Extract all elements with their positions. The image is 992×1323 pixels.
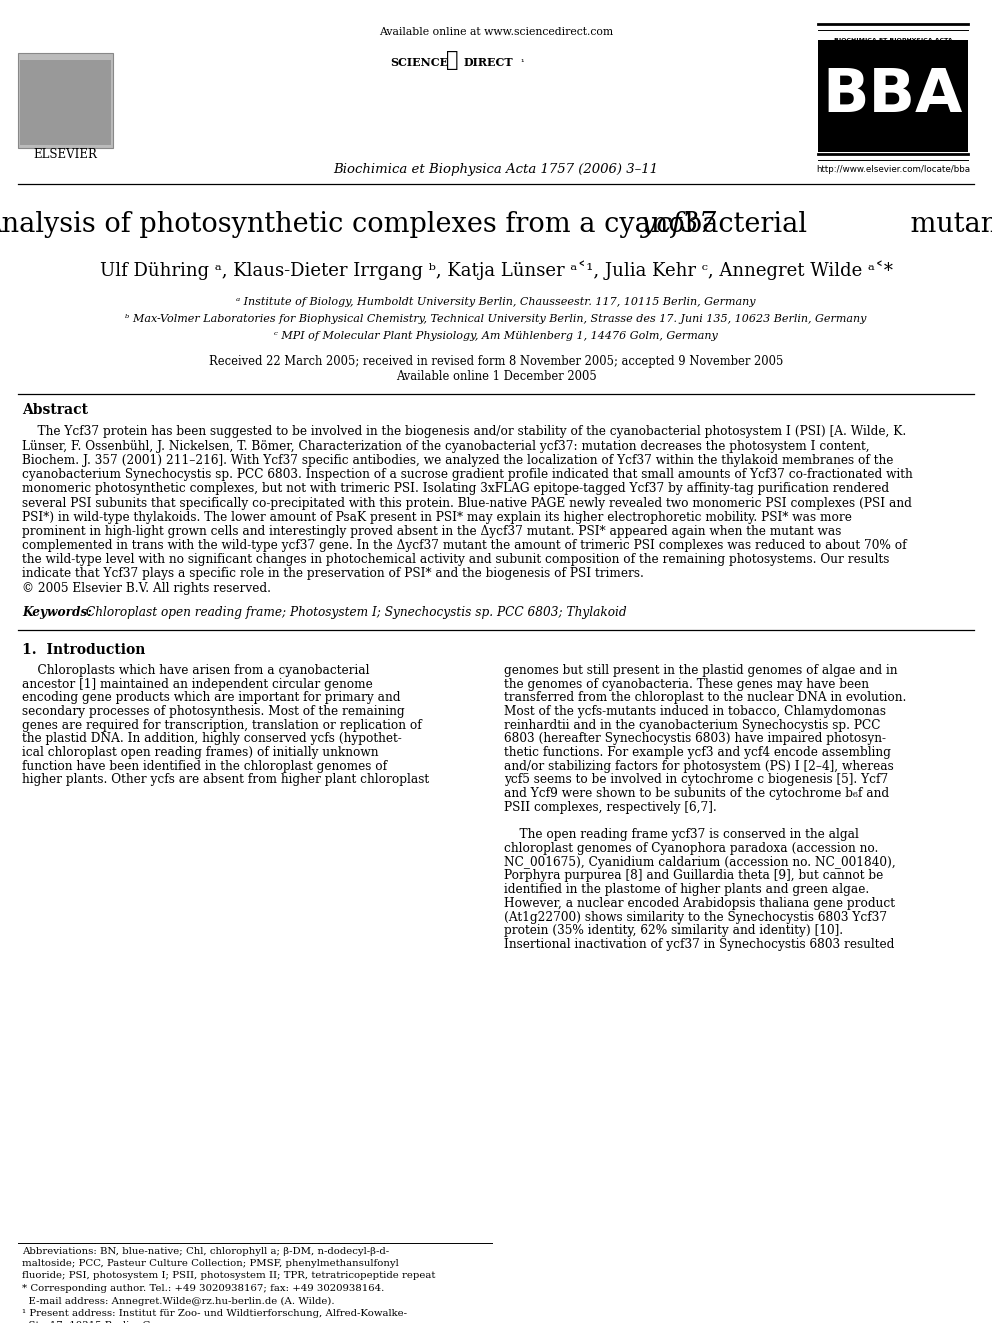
Text: The Ycf37 protein has been suggested to be involved in the biogenesis and/or sta: The Ycf37 protein has been suggested to … bbox=[22, 426, 907, 438]
Text: ancestor [1] maintained an independent circular genome: ancestor [1] maintained an independent c… bbox=[22, 677, 373, 691]
Text: ᶜ MPI of Molecular Plant Physiology, Am Mühlenberg 1, 14476 Golm, Germany: ᶜ MPI of Molecular Plant Physiology, Am … bbox=[274, 331, 718, 341]
Text: Keywords:: Keywords: bbox=[22, 606, 92, 619]
Text: protein (35% identity, 62% similarity and identity) [10].: protein (35% identity, 62% similarity an… bbox=[504, 925, 843, 937]
Text: © 2005 Elsevier B.V. All rights reserved.: © 2005 Elsevier B.V. All rights reserved… bbox=[22, 582, 271, 595]
Text: identified in the plastome of higher plants and green algae.: identified in the plastome of higher pla… bbox=[504, 882, 869, 896]
Text: 6803 (hereafter Synechocystis 6803) have impaired photosyn-: 6803 (hereafter Synechocystis 6803) have… bbox=[504, 733, 886, 745]
Text: ᵇ Max-Volmer Laboratories for Biophysical Chemistry, Technical University Berlin: ᵇ Max-Volmer Laboratories for Biophysica… bbox=[125, 314, 867, 324]
Text: http://www.elsevier.com/locate/bba: http://www.elsevier.com/locate/bba bbox=[816, 165, 970, 175]
Text: BBA: BBA bbox=[823, 66, 963, 126]
Text: higher plants. Other ycfs are absent from higher plant chloroplast: higher plants. Other ycfs are absent fro… bbox=[22, 774, 430, 786]
Text: reinhardtii and in the cyanobacterium Synechocystis sp. PCC: reinhardtii and in the cyanobacterium Sy… bbox=[504, 718, 881, 732]
Text: Biochimica et Biophysica Acta 1757 (2006) 3–11: Biochimica et Biophysica Acta 1757 (2006… bbox=[333, 164, 659, 176]
Text: complemented in trans with the wild-type ycf37 gene. In the Δycf37 mutant the am: complemented in trans with the wild-type… bbox=[22, 538, 907, 552]
Text: ical chloroplast open reading frames) of initially unknown: ical chloroplast open reading frames) of… bbox=[22, 746, 379, 759]
Text: ycf37: ycf37 bbox=[642, 212, 716, 238]
Text: the plastid DNA. In addition, highly conserved ycfs (hypothet-: the plastid DNA. In addition, highly con… bbox=[22, 733, 402, 745]
Text: E-mail address: Annegret.Wilde@rz.hu-berlin.de (A. Wilde).: E-mail address: Annegret.Wilde@rz.hu-ber… bbox=[22, 1297, 334, 1306]
Text: Str. 17, 10315 Berlin, Germany.: Str. 17, 10315 Berlin, Germany. bbox=[22, 1322, 191, 1323]
Text: ᵃ Institute of Biology, Humboldt University Berlin, Chausseestr. 117, 10115 Berl: ᵃ Institute of Biology, Humboldt Univers… bbox=[236, 296, 756, 307]
Text: Insertional inactivation of ycf37 in Synechocystis 6803 resulted: Insertional inactivation of ycf37 in Syn… bbox=[504, 938, 895, 951]
Text: maltoside; PCC, Pasteur Culture Collection; PMSF, phenylmethansulfonyl: maltoside; PCC, Pasteur Culture Collecti… bbox=[22, 1259, 399, 1267]
Text: chloroplast genomes of Cyanophora paradoxa (accession no.: chloroplast genomes of Cyanophora parado… bbox=[504, 841, 878, 855]
Text: Abbreviations: BN, blue-native; Chl, chlorophyll a; β-DM, n-dodecyl-β-d-: Abbreviations: BN, blue-native; Chl, chl… bbox=[22, 1246, 389, 1256]
Bar bbox=[818, 40, 968, 152]
Text: Available online at www.sciencedirect.com: Available online at www.sciencedirect.co… bbox=[379, 26, 613, 37]
Text: Lünser, F. Ossenbühl, J. Nickelsen, T. Bömer, Characterization of the cyanobacte: Lünser, F. Ossenbühl, J. Nickelsen, T. B… bbox=[22, 439, 870, 452]
Text: SCIENCE: SCIENCE bbox=[390, 57, 448, 67]
Text: prominent in high-light grown cells and interestingly proved absent in the Δycf3: prominent in high-light grown cells and … bbox=[22, 525, 841, 538]
Text: Most of the ycfs-mutants induced in tobacco, Chlamydomonas: Most of the ycfs-mutants induced in toba… bbox=[504, 705, 886, 718]
Text: the genomes of cyanobacteria. These genes may have been: the genomes of cyanobacteria. These gene… bbox=[504, 677, 869, 691]
Text: monomeric photosynthetic complexes, but not with trimeric PSI. Isolating 3xFLAG : monomeric photosynthetic complexes, but … bbox=[22, 483, 889, 495]
Text: Received 22 March 2005; received in revised form 8 November 2005; accepted 9 Nov: Received 22 March 2005; received in revi… bbox=[208, 356, 784, 369]
Text: cyanobacterium Synechocystis sp. PCC 6803. Inspection of a sucrose gradient prof: cyanobacterium Synechocystis sp. PCC 680… bbox=[22, 468, 913, 482]
Text: ycf5 seems to be involved in cytochrome c biogenesis [5]. Ycf7: ycf5 seems to be involved in cytochrome … bbox=[504, 774, 888, 786]
Text: secondary processes of photosynthesis. Most of the remaining: secondary processes of photosynthesis. M… bbox=[22, 705, 405, 718]
Text: Abstract: Abstract bbox=[22, 404, 88, 417]
Text: function have been identified in the chloroplast genomes of: function have been identified in the chl… bbox=[22, 759, 387, 773]
Text: genomes but still present in the plastid genomes of algae and in: genomes but still present in the plastid… bbox=[504, 664, 898, 677]
Text: indicate that Ycf37 plays a specific role in the preservation of PSI* and the bi: indicate that Ycf37 plays a specific rol… bbox=[22, 568, 644, 581]
Text: DIRECT: DIRECT bbox=[464, 57, 514, 67]
Bar bbox=[20, 60, 111, 146]
Text: PSI*) in wild-type thylakoids. The lower amount of PsaK present in PSI* may expl: PSI*) in wild-type thylakoids. The lower… bbox=[22, 511, 852, 524]
Text: BIOCHIMICA ET BIOPHYSICA ACTA: BIOCHIMICA ET BIOPHYSICA ACTA bbox=[833, 37, 952, 42]
Text: fluoride; PSI, photosystem I; PSII, photosystem II; TPR, tetratricopeptide repea: fluoride; PSI, photosystem I; PSII, phot… bbox=[22, 1271, 435, 1281]
Text: several PSI subunits that specifically co-precipitated with this protein. Blue-n: several PSI subunits that specifically c… bbox=[22, 496, 912, 509]
Text: Chloroplast open reading frame; Photosystem I; Synechocystis sp. PCC 6803; Thyla: Chloroplast open reading frame; Photosys… bbox=[86, 606, 627, 619]
Text: Porphyra purpurea [8] and Guillardia theta [9], but cannot be: Porphyra purpurea [8] and Guillardia the… bbox=[504, 869, 883, 882]
Text: the wild-type level with no significant changes in photochemical activity and su: the wild-type level with no significant … bbox=[22, 553, 890, 566]
Bar bbox=[18, 53, 113, 148]
Text: Analysis of photosynthetic complexes from a cyanobacterial            mutant: Analysis of photosynthetic complexes fro… bbox=[0, 212, 992, 238]
Text: (At1g22700) shows similarity to the Synechocystis 6803 Ycf37: (At1g22700) shows similarity to the Syne… bbox=[504, 910, 887, 923]
Text: genes are required for transcription, translation or replication of: genes are required for transcription, tr… bbox=[22, 718, 422, 732]
Text: Ulf Dühring ᵃ, Klaus-Dieter Irrgang ᵇ, Katja Lünser ᵃ˂¹, Julia Kehr ᶜ, Annegret : Ulf Dühring ᵃ, Klaus-Dieter Irrgang ᵇ, K… bbox=[99, 261, 893, 280]
Text: PSII complexes, respectively [6,7].: PSII complexes, respectively [6,7]. bbox=[504, 800, 717, 814]
Text: NC_001675), Cyanidium caldarium (accession no. NC_001840),: NC_001675), Cyanidium caldarium (accessi… bbox=[504, 856, 896, 869]
Text: * Corresponding author. Tel.: +49 3020938167; fax: +49 3020938164.: * Corresponding author. Tel.: +49 302093… bbox=[22, 1285, 384, 1293]
Text: encoding gene products which are important for primary and: encoding gene products which are importa… bbox=[22, 692, 401, 704]
Text: ¹: ¹ bbox=[520, 58, 524, 67]
Text: ELSEVIER: ELSEVIER bbox=[33, 148, 97, 161]
Text: Chloroplasts which have arisen from a cyanobacterial: Chloroplasts which have arisen from a cy… bbox=[22, 664, 369, 677]
Text: transferred from the chloroplast to the nuclear DNA in evolution.: transferred from the chloroplast to the … bbox=[504, 692, 907, 704]
Text: and Ycf9 were shown to be subunits of the cytochrome b₆f and: and Ycf9 were shown to be subunits of th… bbox=[504, 787, 889, 800]
Text: The open reading frame ycf37 is conserved in the algal: The open reading frame ycf37 is conserve… bbox=[504, 828, 859, 841]
Text: 1.  Introduction: 1. Introduction bbox=[22, 643, 146, 658]
Text: ¹ Present address: Institut für Zoo- und Wildtierforschung, Alfred-Kowalke-: ¹ Present address: Institut für Zoo- und… bbox=[22, 1308, 407, 1318]
Text: Biochem. J. 357 (2001) 211–216]. With Ycf37 specific antibodies, we analyzed the: Biochem. J. 357 (2001) 211–216]. With Yc… bbox=[22, 454, 894, 467]
Text: Available online 1 December 2005: Available online 1 December 2005 bbox=[396, 370, 596, 384]
Text: However, a nuclear encoded Arabidopsis thaliana gene product: However, a nuclear encoded Arabidopsis t… bbox=[504, 897, 895, 910]
Text: thetic functions. For example ycf3 and ycf4 encode assembling: thetic functions. For example ycf3 and y… bbox=[504, 746, 891, 759]
Text: ⓐ: ⓐ bbox=[445, 50, 458, 70]
Text: and/or stabilizing factors for photosystem (PS) I [2–4], whereas: and/or stabilizing factors for photosyst… bbox=[504, 759, 894, 773]
